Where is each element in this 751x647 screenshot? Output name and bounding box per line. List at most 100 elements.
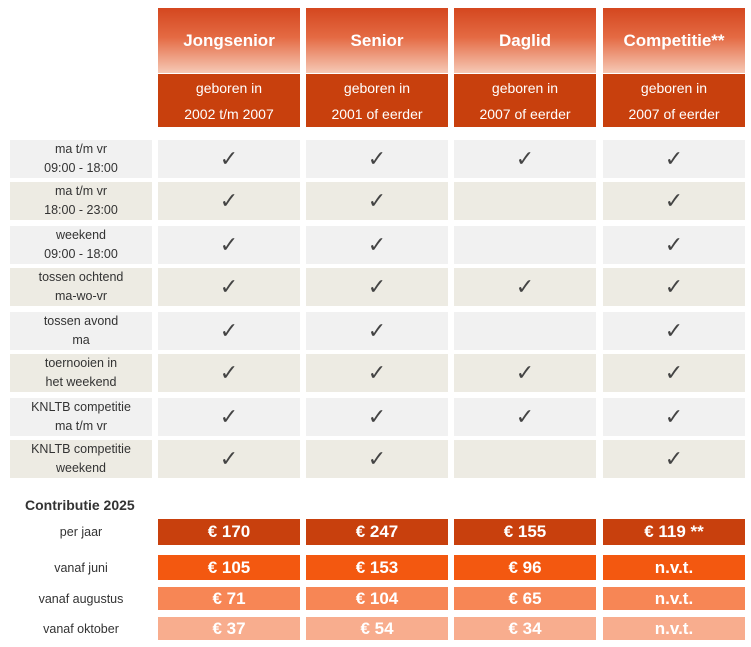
birth-range: 2002 t/m 2007: [184, 105, 274, 122]
row-label-line1: tossen ochtend: [38, 270, 124, 284]
column-header-1: Jongsenior: [158, 8, 300, 73]
checkmark-icon: ✓: [219, 446, 239, 471]
price-row-label: vanaf augustus: [10, 587, 152, 610]
price-period: per jaar: [59, 525, 103, 539]
feature-cell: [454, 182, 596, 220]
price-value: € 170: [207, 522, 251, 541]
checkmark-icon: ✓: [367, 146, 387, 171]
checkmark-icon: ✓: [664, 146, 684, 171]
birth-label: geboren in: [640, 79, 708, 96]
row-label-line1: tossen avond: [43, 314, 119, 328]
birth-range: 2007 of eerder: [628, 105, 720, 122]
feature-cell: ✓: [454, 140, 596, 178]
price-value: € 54: [360, 618, 394, 638]
price-cell: € 155: [454, 519, 596, 545]
checkmark-icon: ✓: [664, 404, 684, 429]
price-value: € 105: [207, 557, 251, 577]
price-cell: € 65: [454, 587, 596, 610]
price-period: vanaf juni: [54, 560, 108, 575]
checkmark-icon: ✓: [219, 318, 239, 343]
checkmark-icon: ✓: [219, 232, 239, 257]
checkmark-icon: ✓: [367, 446, 387, 471]
checkmark-icon: ✓: [664, 318, 684, 343]
price-value: € 247: [355, 522, 399, 541]
row-label: weekend 09:00 - 18:00: [10, 226, 152, 264]
feature-cell: ✓: [158, 268, 300, 306]
price-value: € 37: [212, 618, 246, 638]
row-label-line1: KNLTB competitie: [31, 400, 131, 414]
checkmark-icon: ✓: [664, 188, 684, 213]
row-label-line2: het weekend: [45, 375, 117, 389]
price-value: € 153: [355, 557, 399, 577]
feature-cell: ✓: [306, 140, 448, 178]
feature-cell: ✓: [603, 226, 745, 264]
checkmark-icon: ✓: [515, 360, 535, 385]
feature-cell: ✓: [306, 354, 448, 392]
checkmark-icon: ✓: [664, 360, 684, 385]
feature-cell: ✓: [158, 440, 300, 478]
column-header-3: Daglid: [454, 8, 596, 73]
price-value: € 119 **: [644, 522, 704, 541]
row-label: ma t/m vr 09:00 - 18:00: [10, 140, 152, 178]
checkmark-icon: ✓: [367, 404, 387, 429]
feature-cell: ✓: [603, 354, 745, 392]
checkmark-icon: ✓: [367, 318, 387, 343]
birth-range: 2001 of eerder: [331, 105, 423, 122]
feature-cell: ✓: [306, 440, 448, 478]
price-row-label: vanaf juni: [10, 555, 152, 580]
column-header-2: Senior: [306, 8, 448, 73]
feature-cell: ✓: [306, 182, 448, 220]
row-label-line2: 09:00 - 18:00: [44, 161, 118, 175]
price-cell: € 247: [306, 519, 448, 545]
price-row-label: per jaar: [10, 519, 152, 545]
feature-cell: ✓: [306, 268, 448, 306]
column-title: Jongsenior: [183, 30, 275, 50]
price-period: vanaf oktober: [43, 621, 119, 636]
birth-label: geboren in: [343, 79, 411, 96]
column-title: Daglid: [499, 30, 551, 50]
row-label: tossen ochtend ma-wo-vr: [10, 268, 152, 306]
checkmark-icon: ✓: [664, 274, 684, 299]
checkmark-icon: ✓: [367, 188, 387, 213]
row-label-line1: toernooien in: [44, 356, 118, 370]
row-label-line2: 18:00 - 23:00: [44, 203, 118, 217]
price-cell: € 96: [454, 555, 596, 580]
row-label-line2: ma-wo-vr: [54, 289, 108, 303]
feature-cell: ✓: [454, 268, 596, 306]
row-label-line1: ma t/m vr: [54, 142, 108, 156]
feature-cell: ✓: [603, 182, 745, 220]
price-cell: € 153: [306, 555, 448, 580]
price-period: vanaf augustus: [38, 591, 124, 606]
price-cell: € 105: [158, 555, 300, 580]
column-subheader-3: geboren in 2007 of eerder: [454, 74, 596, 127]
checkmark-icon: ✓: [219, 146, 239, 171]
row-label-line1: weekend: [55, 228, 107, 242]
price-cell: € 119 **: [603, 519, 745, 545]
feature-cell: ✓: [158, 182, 300, 220]
feature-cell: ✓: [306, 398, 448, 436]
price-cell: € 54: [306, 617, 448, 640]
feature-cell: ✓: [158, 226, 300, 264]
feature-cell: ✓: [158, 354, 300, 392]
price-value: € 71: [212, 588, 246, 608]
feature-cell: [454, 312, 596, 350]
contributie-title: Contributie 2025: [25, 497, 135, 513]
feature-cell: ✓: [158, 398, 300, 436]
feature-cell: ✓: [603, 140, 745, 178]
checkmark-icon: ✓: [219, 404, 239, 429]
row-label-line2: weekend: [55, 461, 107, 475]
feature-cell: ✓: [603, 268, 745, 306]
checkmark-icon: ✓: [219, 274, 239, 299]
feature-cell: ✓: [158, 140, 300, 178]
checkmark-icon: ✓: [367, 360, 387, 385]
feature-cell: ✓: [603, 312, 745, 350]
row-label-line1: ma t/m vr: [54, 184, 108, 198]
price-cell: € 71: [158, 587, 300, 610]
row-label-line2: ma t/m vr: [54, 419, 108, 433]
feature-cell: ✓: [306, 226, 448, 264]
checkmark-icon: ✓: [515, 404, 535, 429]
feature-cell: ✓: [158, 312, 300, 350]
birth-range: 2007 of eerder: [479, 105, 571, 122]
checkmark-icon: ✓: [515, 146, 535, 171]
row-label-line1: KNLTB competitie: [31, 442, 131, 456]
